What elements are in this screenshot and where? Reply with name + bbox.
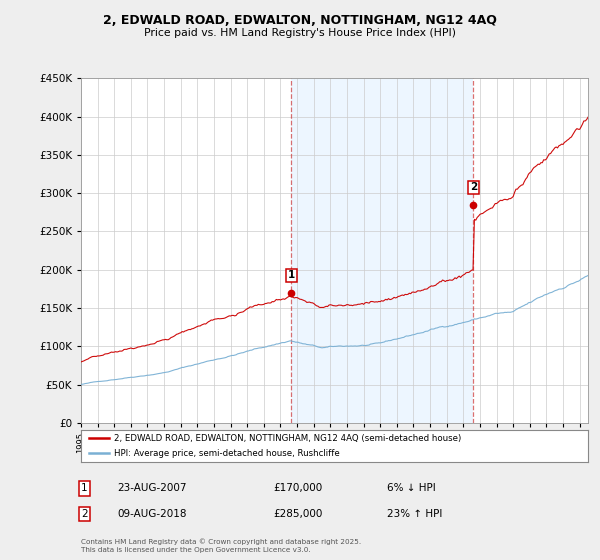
Text: 09-AUG-2018: 09-AUG-2018 bbox=[117, 509, 187, 519]
Text: 1: 1 bbox=[287, 270, 295, 281]
Text: £285,000: £285,000 bbox=[273, 509, 322, 519]
Text: 2, EDWALD ROAD, EDWALTON, NOTTINGHAM, NG12 4AQ (semi-detached house): 2, EDWALD ROAD, EDWALTON, NOTTINGHAM, NG… bbox=[114, 434, 461, 443]
Text: 2, EDWALD ROAD, EDWALTON, NOTTINGHAM, NG12 4AQ: 2, EDWALD ROAD, EDWALTON, NOTTINGHAM, NG… bbox=[103, 14, 497, 27]
Text: 1: 1 bbox=[81, 483, 88, 493]
Text: HPI: Average price, semi-detached house, Rushcliffe: HPI: Average price, semi-detached house,… bbox=[114, 449, 340, 458]
Text: 6% ↓ HPI: 6% ↓ HPI bbox=[387, 483, 436, 493]
Text: £170,000: £170,000 bbox=[273, 483, 322, 493]
Text: 23% ↑ HPI: 23% ↑ HPI bbox=[387, 509, 442, 519]
Text: Contains HM Land Registry data © Crown copyright and database right 2025.
This d: Contains HM Land Registry data © Crown c… bbox=[81, 538, 361, 553]
Text: 2: 2 bbox=[81, 509, 88, 519]
Text: 2: 2 bbox=[470, 183, 477, 193]
Bar bbox=[291, 78, 473, 423]
Text: 23-AUG-2007: 23-AUG-2007 bbox=[117, 483, 187, 493]
Text: Price paid vs. HM Land Registry's House Price Index (HPI): Price paid vs. HM Land Registry's House … bbox=[144, 28, 456, 38]
